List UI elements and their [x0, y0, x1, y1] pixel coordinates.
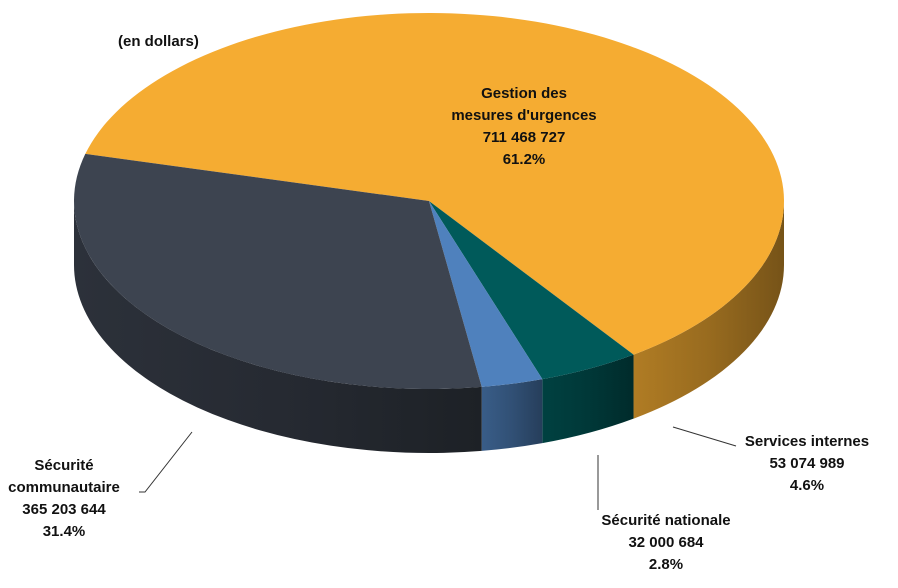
- leader-line-securite-communautaire: [139, 431, 193, 493]
- slice-percent: 4.6%: [790, 477, 824, 494]
- slice-services-internes: [429, 201, 634, 380]
- leader-line-services-internes: [672, 426, 737, 447]
- slice-securite-nationale: [429, 201, 543, 387]
- label-gestion-des-mesures-d-urgences: Gestion des mesures d'urgences 711 468 727…: [451, 85, 596, 168]
- label-services-internes: Services internes 53 074 989 4.6%: [745, 433, 869, 494]
- unit-label: (en dollars): [118, 33, 199, 50]
- side-securite-nationale: [481, 379, 543, 451]
- pie-top-slices: [73, 12, 785, 389]
- slice-name: communautaire: [8, 479, 120, 496]
- label-securite-nationale: Sécurité nationale 32 000 684 2.8%: [601, 512, 730, 573]
- side-securite-communautaire: [74, 201, 482, 453]
- leader-lines: [139, 426, 737, 510]
- slice-labels: Gestion des mesures d'urgences 711 468 727…: [8, 85, 869, 573]
- side-gestion-des-mesures-d-urgences: [633, 201, 784, 419]
- slice-name: mesures d'urgences: [451, 107, 596, 124]
- slice-name: Gestion des: [481, 85, 567, 102]
- side-services-internes: [542, 354, 634, 444]
- slice-securite-communautaire: [73, 153, 482, 389]
- slice-gestion-des-mesures-d-urgences: [85, 12, 785, 355]
- slice-value: 32 000 684: [628, 534, 704, 551]
- slice-value: 365 203 644: [22, 501, 106, 518]
- slice-name: Services internes: [745, 433, 869, 450]
- slice-value: 711 468 727: [483, 129, 566, 146]
- label-securite-communautaire: Sécurité communautaire 365 203 644 31.4%: [8, 457, 120, 540]
- slice-percent: 61.2%: [503, 151, 546, 168]
- slice-value: 53 074 989: [769, 455, 844, 472]
- slice-percent: 31.4%: [43, 523, 86, 540]
- pie-sides: [74, 201, 784, 453]
- slice-name: Sécurité: [34, 457, 93, 474]
- slice-name: Sécurité nationale: [601, 512, 730, 529]
- slice-percent: 2.8%: [649, 556, 683, 573]
